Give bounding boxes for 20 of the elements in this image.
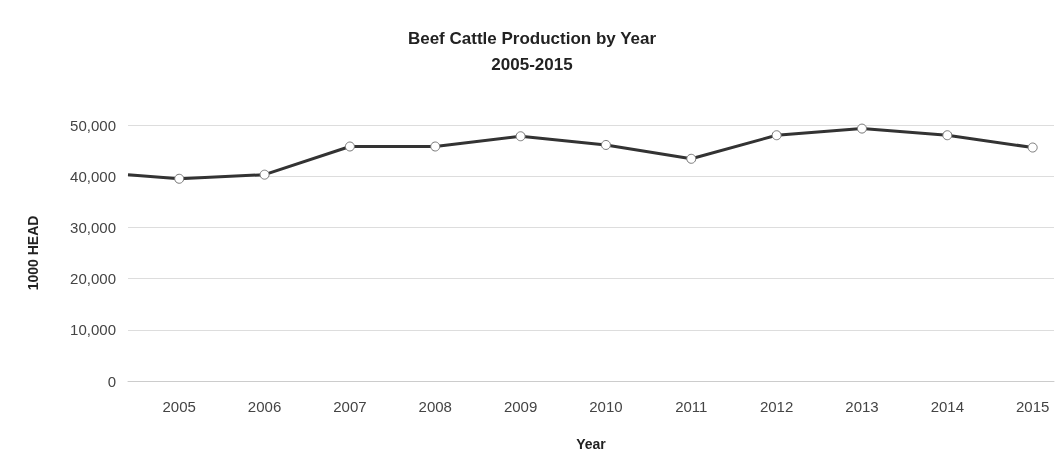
y-tick-label: 10,000 [70,321,116,339]
y-tick-label: 50,000 [70,116,116,134]
y-tick-label: 0 [107,372,116,390]
x-tick-label: 2010 [589,398,623,415]
x-tick-label: 2013 [845,398,879,415]
x-tick-label: 2012 [759,398,794,415]
x-tick-label: 2006 [247,398,282,415]
x-tick-label: 2011 [675,398,708,415]
y-axis-title: 1000 HEAD [25,215,41,291]
x-tick-label: 2005 [162,398,196,415]
x-tick-label: 2014 [930,398,965,415]
x-tick-label: 2007 [333,398,367,415]
x-axis-title: Year [576,436,607,452]
chart-title: Beef Cattle Production by Year 2005-2015 [407,28,657,74]
y-tick-label: 30,000 [70,218,116,236]
x-tick-label: 2009 [503,398,538,415]
x-tick-label: 2015 [1015,398,1050,415]
y-tick-label: 40,000 [70,167,116,185]
y-tick-label: 20,000 [70,270,116,288]
x-tick-label: 2008 [418,398,452,415]
